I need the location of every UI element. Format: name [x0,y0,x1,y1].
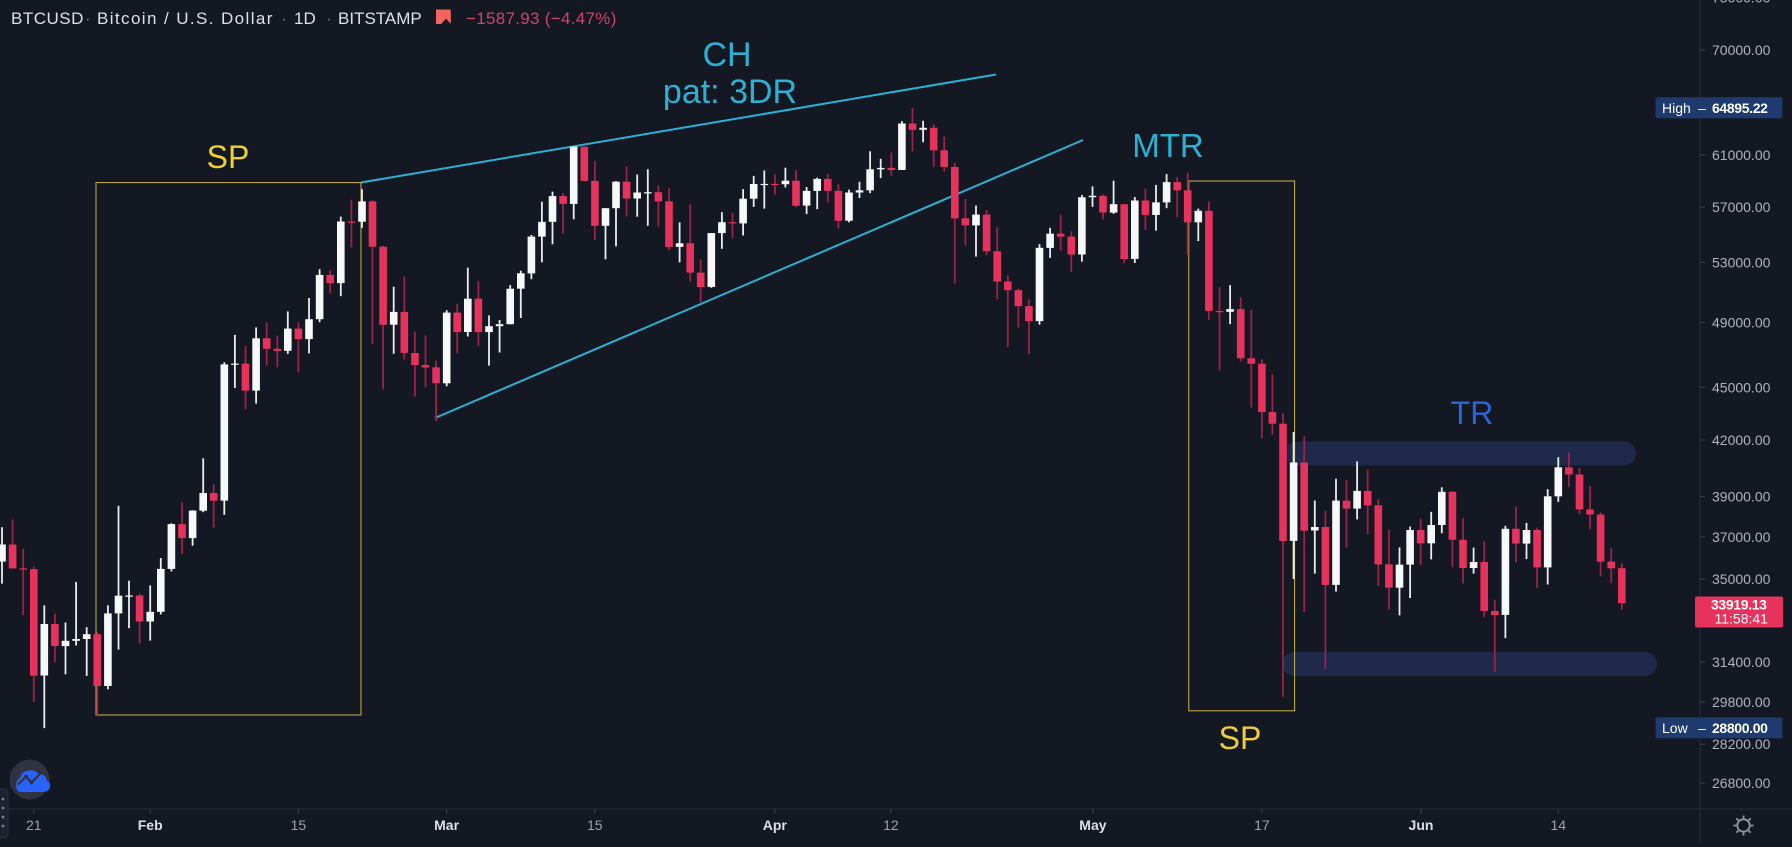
svg-text:14: 14 [1551,817,1567,833]
svg-text:35000.00: 35000.00 [1712,571,1771,587]
svg-text:53000.00: 53000.00 [1712,254,1771,270]
svg-text:61000.00: 61000.00 [1712,147,1771,163]
svg-text:17: 17 [1254,817,1270,833]
svg-text:−1587.93 (−4.47%): −1587.93 (−4.47%) [466,9,617,28]
svg-text:BITSTAMP: BITSTAMP [338,9,422,28]
svg-text:·: · [85,9,91,28]
svg-text:49000.00: 49000.00 [1712,314,1771,330]
svg-text:High: High [1662,100,1691,116]
svg-text:pat: 3DR: pat: 3DR [663,73,797,111]
svg-text:May: May [1079,817,1106,833]
svg-text:31400.00: 31400.00 [1712,654,1771,670]
svg-text:28800.00: 28800.00 [1712,720,1768,736]
svg-text:15: 15 [587,817,603,833]
svg-text:42000.00: 42000.00 [1712,432,1771,448]
svg-text:1D: 1D [294,9,316,28]
svg-text:Feb: Feb [138,817,163,833]
svg-text:TR: TR [1451,395,1494,431]
svg-text:26800.00: 26800.00 [1712,775,1771,791]
svg-text:21: 21 [26,817,42,833]
svg-text:75000.00: 75000.00 [1712,0,1771,5]
svg-text:–: – [1698,720,1706,736]
svg-text:·: · [281,9,287,28]
svg-text:Bitcoin / U.S. Dollar: Bitcoin / U.S. Dollar [97,9,274,28]
svg-text:33919.13: 33919.13 [1711,597,1767,613]
svg-text:BTCUSD: BTCUSD [11,9,84,28]
svg-text:SP: SP [1219,720,1262,756]
svg-text:CH: CH [702,36,751,74]
svg-text:57000.00: 57000.00 [1712,199,1771,215]
svg-text:Mar: Mar [434,817,459,833]
svg-text:37000.00: 37000.00 [1712,529,1771,545]
svg-text:39000.00: 39000.00 [1712,489,1771,505]
svg-text:Jun: Jun [1409,817,1434,833]
svg-text:28200.00: 28200.00 [1712,736,1771,752]
svg-text:MTR: MTR [1132,127,1203,164]
svg-text:SP: SP [207,139,250,175]
svg-text:Low: Low [1662,720,1689,736]
svg-text:15: 15 [291,817,307,833]
svg-text:29800.00: 29800.00 [1712,694,1771,710]
svg-text:70000.00: 70000.00 [1712,42,1771,58]
svg-text:Apr: Apr [763,817,788,833]
svg-text:12: 12 [883,817,899,833]
svg-text:·: · [326,9,332,28]
svg-text:–: – [1698,100,1706,116]
svg-text:11:58:41: 11:58:41 [1715,611,1769,627]
svg-text:64895.22: 64895.22 [1712,100,1768,116]
svg-text:45000.00: 45000.00 [1712,379,1771,395]
